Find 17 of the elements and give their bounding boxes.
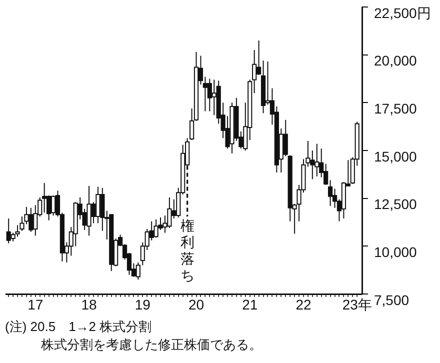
text: (注) 20.5 1→2 株式分割	[5, 318, 153, 336]
x-tick-label: 17	[28, 296, 44, 312]
y-tick-label: 15,000	[374, 148, 418, 164]
y-tick-label: 7,500	[374, 292, 410, 308]
x-tick-label: 19	[134, 296, 151, 312]
y-tick-label: 17,500	[374, 100, 418, 117]
x-tick-label: 18	[81, 296, 98, 312]
y-tick-label: 10,000	[374, 244, 418, 260]
text: 株式分割を考慮した修正株価である。	[40, 336, 262, 354]
x-tick-label: 22	[296, 296, 312, 312]
x-tick-label: 20	[188, 296, 204, 312]
x-tick-label: 21	[242, 296, 258, 312]
y-tick-label: 22,500円	[374, 4, 431, 21]
x-tick-label: 23年	[342, 296, 372, 312]
ref-line-label: 権利落ち	[180, 217, 194, 283]
y-tick-label: 20,000	[374, 52, 418, 69]
y-tick-label: 12,500	[374, 196, 418, 212]
